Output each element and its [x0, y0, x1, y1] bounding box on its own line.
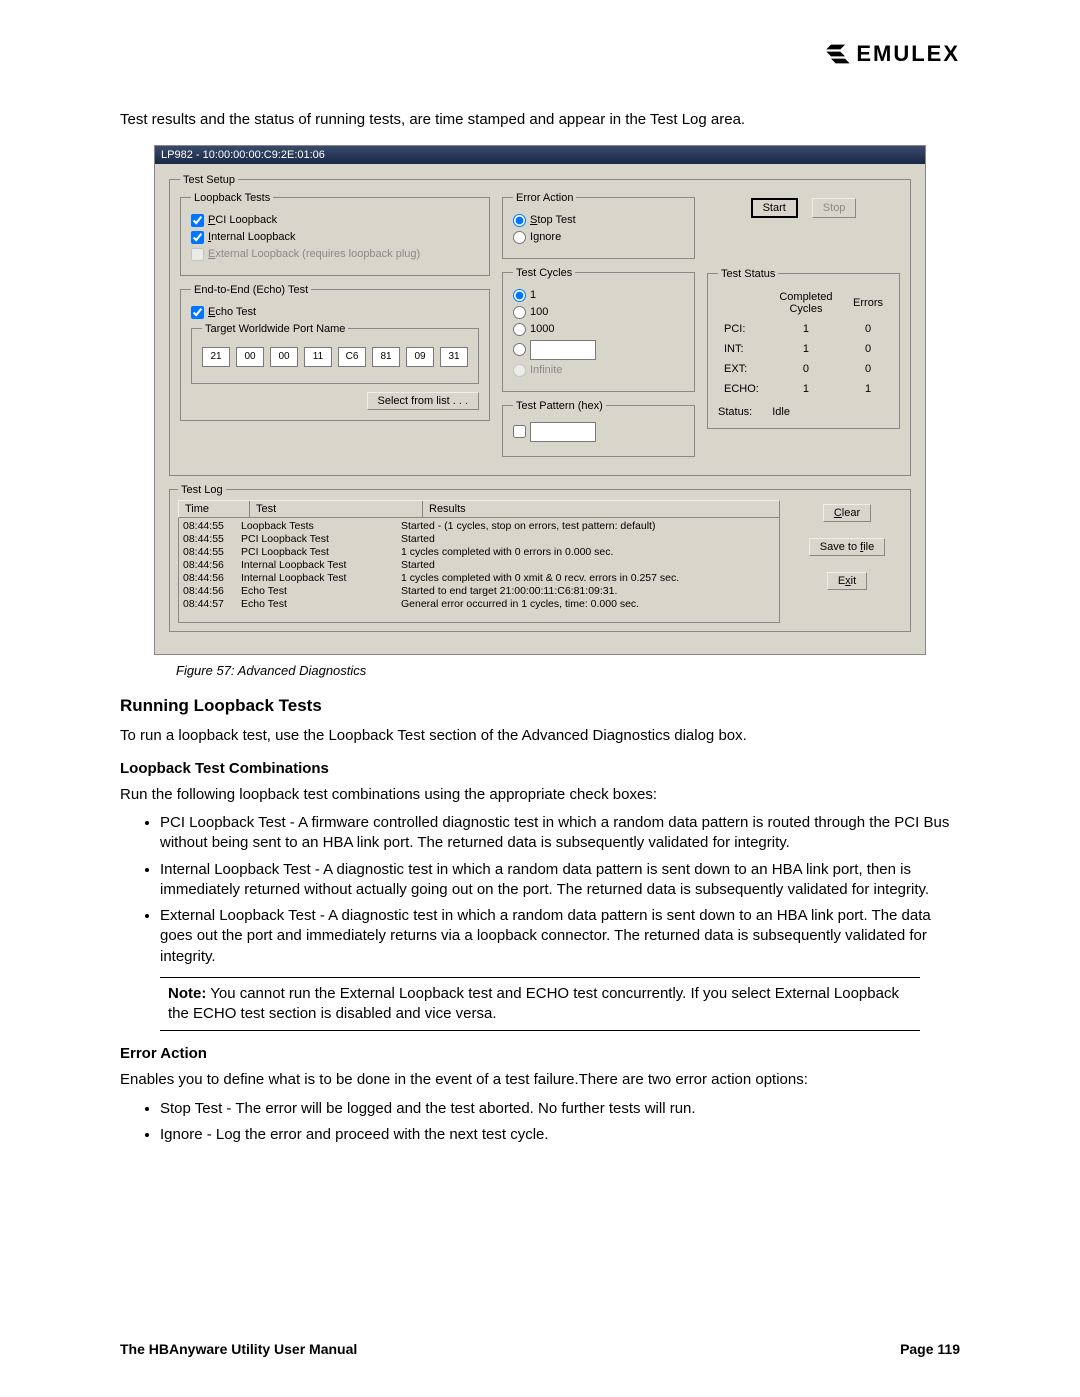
wwpn-octet-input[interactable]	[406, 347, 434, 367]
combination-list: PCI Loopback Test - A firmware controlle…	[160, 813, 960, 967]
error-action-group: Error Action Stop Test Ignore	[502, 192, 695, 259]
log-hdr-test: Test	[250, 501, 423, 517]
loopback-combinations-heading: Loopback Test Combinations	[120, 760, 960, 777]
stop-button[interactable]: Stop	[812, 198, 857, 218]
start-button[interactable]: Start	[751, 198, 798, 218]
log-row: 08:44:55PCI Loopback TestStarted	[183, 533, 775, 546]
status-value: Idle	[772, 406, 790, 418]
wwpn-octet-input[interactable]	[304, 347, 332, 367]
wwpn-octet-input[interactable]	[338, 347, 366, 367]
figure-caption: Figure 57: Advanced Diagnostics	[176, 663, 960, 678]
test-cycles-legend: Test Cycles	[513, 267, 575, 279]
test-pattern-input[interactable]	[530, 422, 596, 442]
log-row: 08:44:57Echo TestGeneral error occurred …	[183, 598, 775, 611]
log-header: Time Test Results	[178, 500, 780, 518]
echo-test-checkbox[interactable]: Echo Test	[191, 306, 479, 319]
test-log-group: Test Log Time Test Results 08:44:55Loopb…	[169, 484, 911, 632]
error-action-list: Stop Test - The error will be logged and…	[160, 1099, 960, 1146]
wwpn-octet-input[interactable]	[202, 347, 230, 367]
status-row: INT:10	[720, 340, 887, 358]
pci-loopback-checkbox[interactable]: PCI Loopback	[191, 214, 479, 227]
cycles-1000-radio[interactable]: 1000	[513, 323, 684, 336]
test-status-legend: Test Status	[718, 268, 778, 280]
test-setup-group: Test Setup Loopback Tests PCI Loopback I…	[169, 174, 911, 476]
status-row: EXT:00	[720, 360, 887, 378]
test-cycles-group: Test Cycles 1 100 1000 Infinite	[502, 267, 695, 392]
stop-test-radio[interactable]: Stop Test	[513, 214, 684, 227]
titlebar: LP982 - 10:00:00:00:C9:2E:01:06	[155, 146, 925, 164]
log-hdr-time: Time	[179, 501, 250, 517]
wwpn-octet-input[interactable]	[372, 347, 400, 367]
log-row: 08:44:56Echo TestStarted to end target 2…	[183, 585, 775, 598]
target-wwpn-group: Target Worldwide Port Name	[191, 323, 479, 384]
ignore-radio[interactable]: Ignore	[513, 231, 684, 244]
internal-loopback-checkbox[interactable]: Internal Loopback	[191, 231, 479, 244]
document-page: EMULEX Test results and the status of ru…	[0, 0, 1080, 1397]
intro-text: Test results and the status of running t…	[120, 110, 960, 130]
list-item: Internal Loopback Test - A diagnostic te…	[160, 860, 960, 901]
log-row: 08:44:56Internal Loopback Test1 cycles c…	[183, 572, 775, 585]
echo-legend: End-to-End (Echo) Test	[191, 284, 311, 296]
status-hdr-errors: Errors	[849, 288, 887, 318]
wwpn-octet-input[interactable]	[440, 347, 468, 367]
test-pattern-legend: Test Pattern (hex)	[513, 400, 606, 412]
log-body: 08:44:55Loopback TestsStarted - (1 cycle…	[178, 518, 780, 623]
cycles-infinite-radio[interactable]: Infinite	[513, 364, 684, 377]
external-loopback-checkbox[interactable]: External Loopback (requires loopback plu…	[191, 248, 479, 261]
log-row: 08:44:55Loopback TestsStarted - (1 cycle…	[183, 520, 775, 533]
status-table: Completed CyclesErrors PCI:10 INT:10 EXT:0…	[718, 286, 889, 400]
brand-logo: EMULEX	[824, 40, 960, 68]
wwpn-octet-input[interactable]	[270, 347, 298, 367]
status-hdr-cycles: Completed Cycles	[765, 288, 847, 318]
status-row: PCI:10	[720, 320, 887, 338]
page-footer: The HBAnyware Utility User Manual Page 1…	[120, 1341, 960, 1357]
running-loopback-heading: Running Loopback Tests	[120, 696, 960, 716]
test-status-group: Test Status Completed CyclesErrors PCI:1…	[707, 268, 900, 429]
footer-left: The HBAnyware Utility User Manual	[120, 1341, 357, 1357]
wwpn-inputs	[202, 347, 468, 367]
cycles-1-radio[interactable]: 1	[513, 289, 684, 302]
cycles-100-radio[interactable]: 100	[513, 306, 684, 319]
wwpn-octet-input[interactable]	[236, 347, 264, 367]
list-item: PCI Loopback Test - A firmware controlle…	[160, 813, 960, 854]
test-setup-legend: Test Setup	[180, 174, 238, 186]
brand-icon	[824, 40, 852, 68]
loopback-legend: Loopback Tests	[191, 192, 273, 204]
log-row: 08:44:56Internal Loopback TestStarted	[183, 559, 775, 572]
log-hdr-results: Results	[423, 501, 779, 517]
test-log-legend: Test Log	[178, 484, 226, 496]
dialog-screenshot: LP982 - 10:00:00:00:C9:2E:01:06 Test Set…	[154, 145, 926, 655]
error-action-heading: Error Action	[120, 1045, 960, 1062]
status-row: ECHO:11	[720, 380, 887, 398]
p3: Enables you to define what is to be done…	[120, 1070, 960, 1090]
log-row: 08:44:55PCI Loopback Test1 cycles comple…	[183, 546, 775, 559]
list-item: Stop Test - The error will be logged and…	[160, 1099, 960, 1119]
cycles-custom-input[interactable]	[530, 340, 596, 360]
status-label: Status:	[718, 406, 752, 418]
echo-group: End-to-End (Echo) Test Echo Test Target …	[180, 284, 490, 421]
note-box: Note: You cannot run the External Loopba…	[160, 977, 920, 1032]
p1: To run a loopback test, use the Loopback…	[120, 726, 960, 746]
test-pattern-group: Test Pattern (hex)	[502, 400, 695, 457]
loopback-group: Loopback Tests PCI Loopback Internal Loo…	[180, 192, 490, 276]
list-item: External Loopback Test - A diagnostic te…	[160, 906, 960, 967]
exit-button[interactable]: Exit	[827, 572, 867, 590]
list-item: Ignore - Log the error and proceed with …	[160, 1125, 960, 1145]
wwpn-legend: Target Worldwide Port Name	[202, 323, 348, 335]
clear-button[interactable]: Clear	[823, 504, 871, 522]
cycles-custom-radio[interactable]	[513, 340, 684, 360]
brand-text: EMULEX	[856, 41, 960, 67]
test-pattern-checkbox[interactable]	[513, 422, 684, 442]
save-to-file-button[interactable]: Save to file	[809, 538, 885, 556]
error-action-legend: Error Action	[513, 192, 576, 204]
select-from-list-button[interactable]: Select from list . . .	[367, 392, 479, 410]
footer-right: Page 119	[900, 1341, 960, 1357]
p2: Run the following loopback test combinat…	[120, 785, 960, 805]
